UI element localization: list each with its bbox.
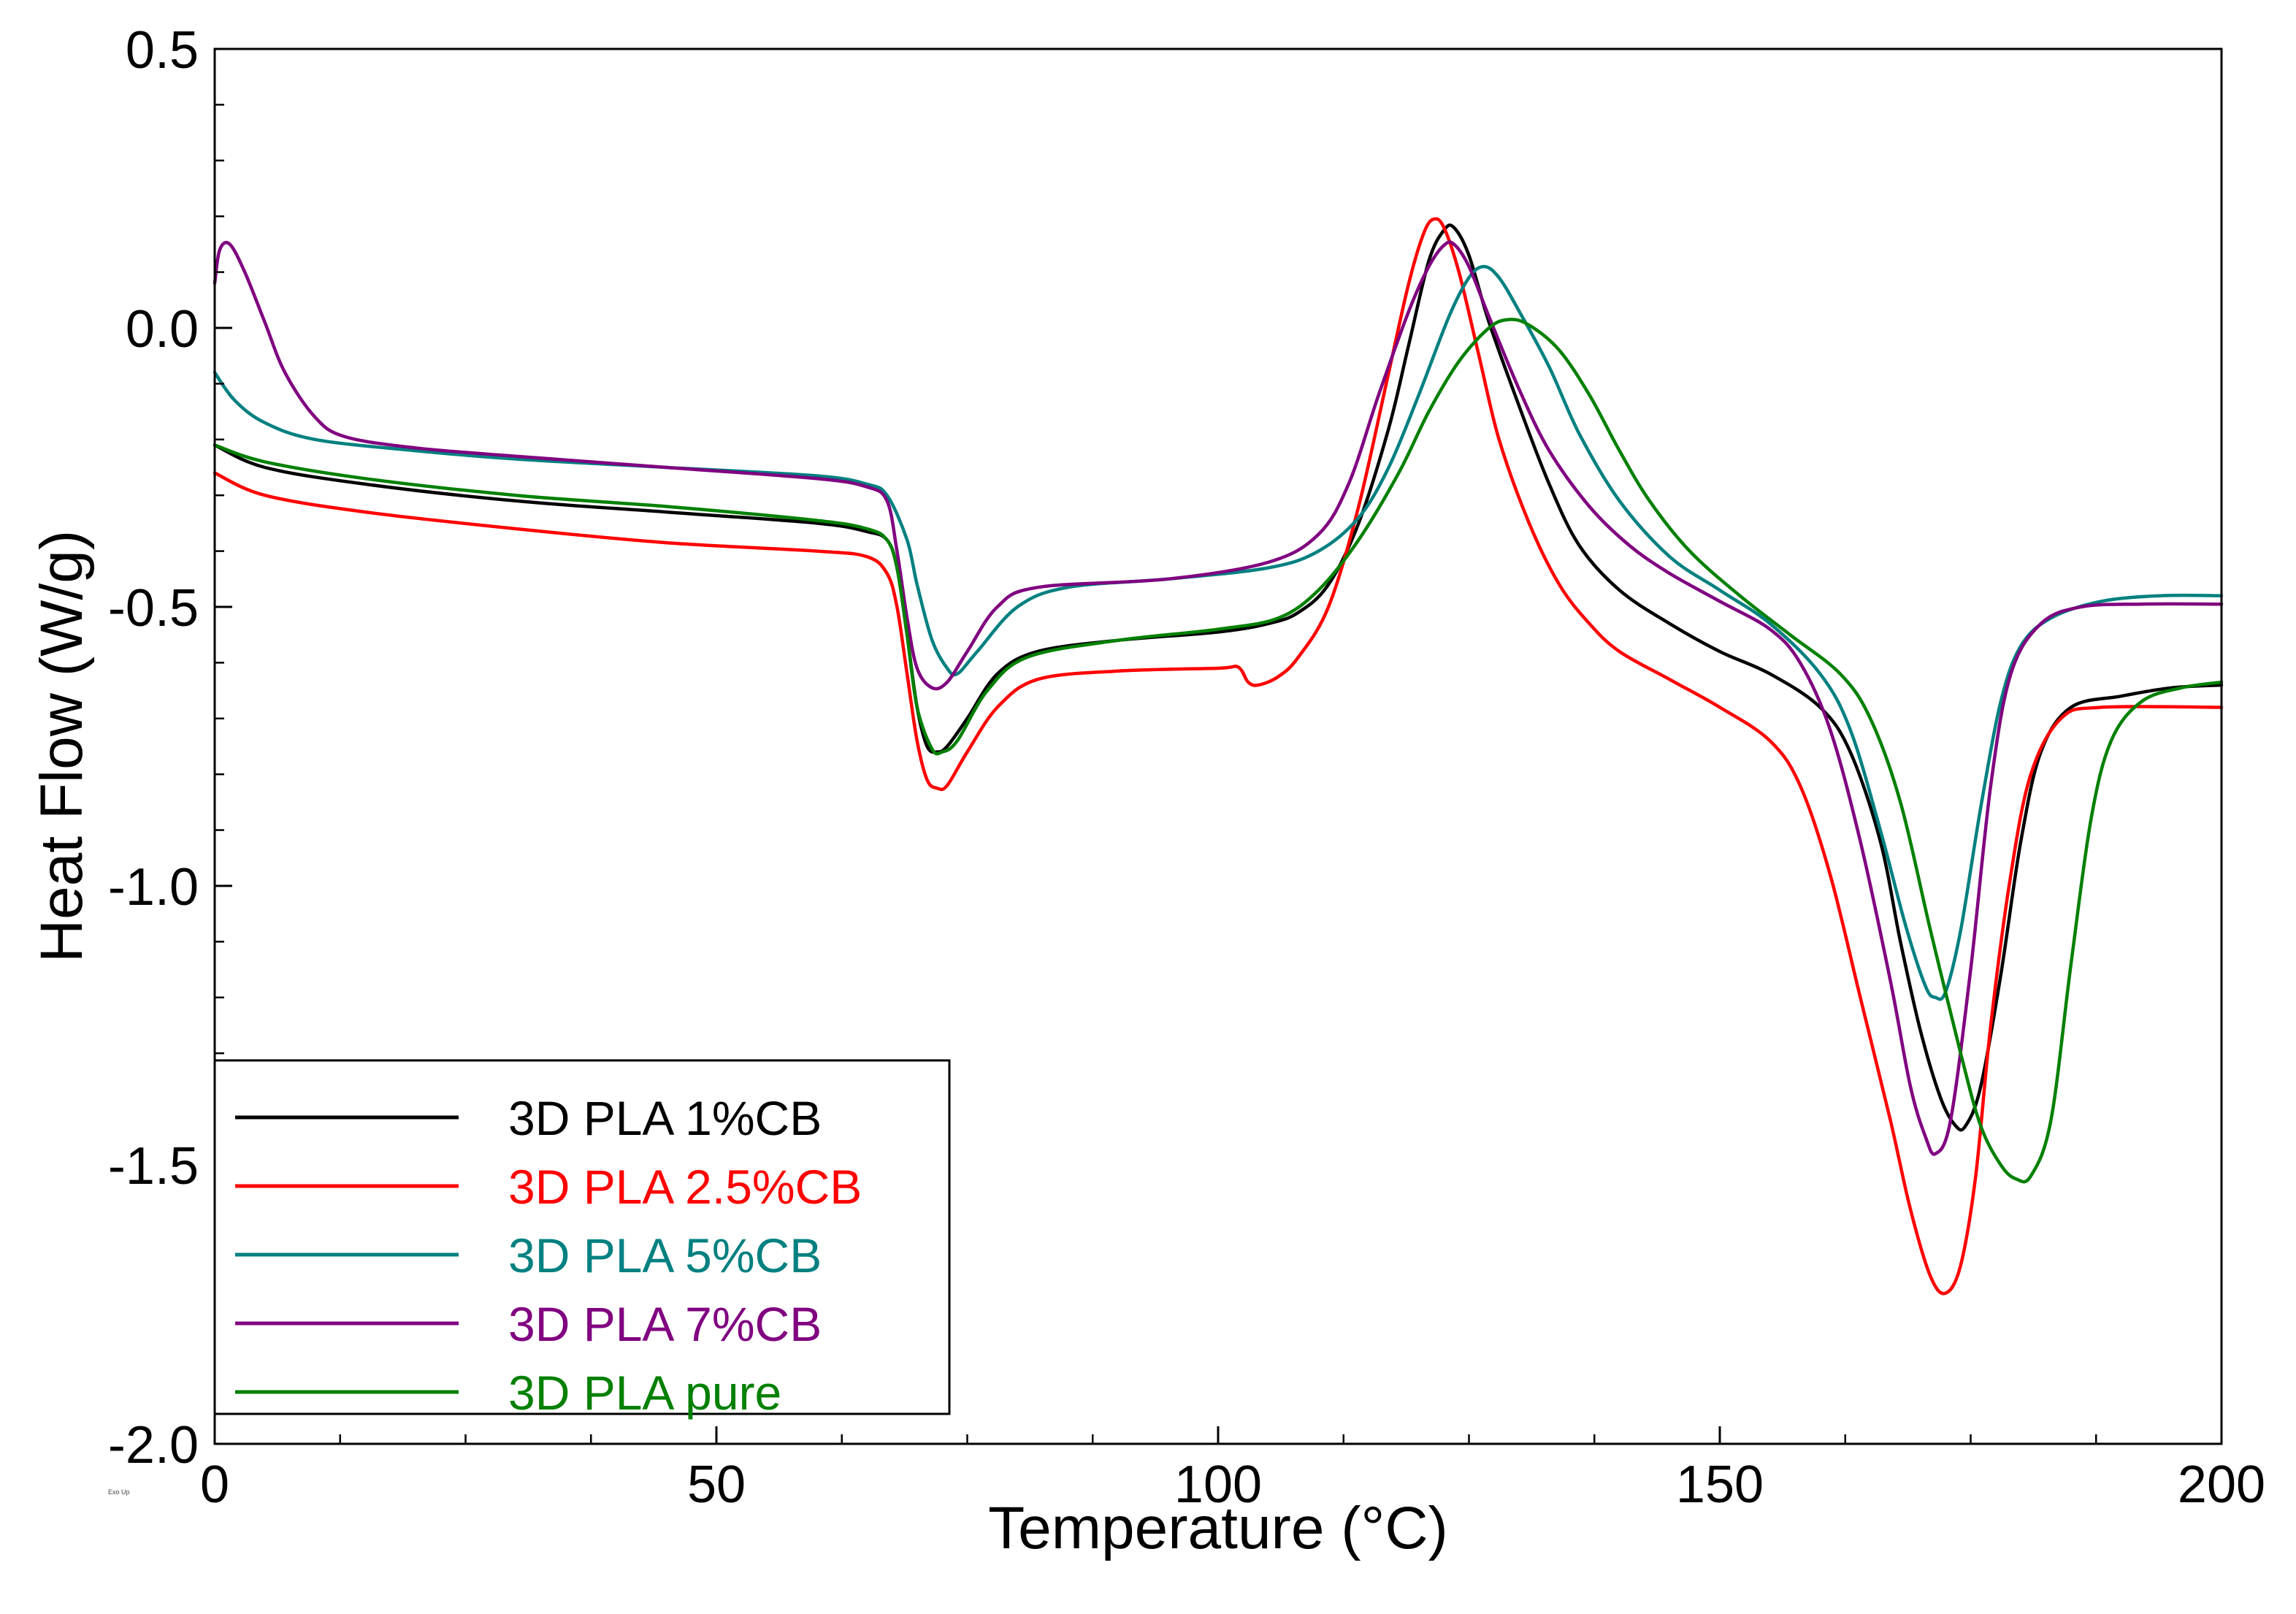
y-axis-title: Heat Flow (W/g) (28, 530, 95, 963)
x-tick-label: 0 (200, 1456, 229, 1514)
legend: 3D PLA 1%CB 3D PLA 2.5%CB 3D PLA 5%CB 3D PL… (213, 1059, 951, 1420)
series-line-3d-pla-2-5-cb (213, 217, 2224, 1296)
y-tick-label: -1.5 (108, 1137, 199, 1196)
exo-up-note: Exo Up (108, 1488, 130, 1496)
y-tick-label: 0.5 (126, 21, 199, 80)
legend-label-3d-pla-5-cb: 3D PLA 5%CB (508, 1228, 822, 1282)
y-tick-label: -2.0 (108, 1416, 199, 1475)
series-layer (213, 217, 2224, 1296)
axis-ticks: 0 50 100 150 200 0.5 0.0 -0.5 -1.0 -1.5 -2.0 (108, 21, 2265, 1514)
legend-box (213, 1059, 951, 1415)
y-tick-label: -1.0 (108, 858, 199, 917)
series-line-3d-pla-pure (213, 318, 2224, 1184)
legend-label-3d-pla-2-5-cb: 3D PLA 2.5%CB (508, 1160, 862, 1214)
x-tick-label: 50 (687, 1456, 746, 1514)
y-tick-label: 0.0 (126, 300, 199, 359)
x-tick-label: 150 (1676, 1456, 1764, 1514)
y-tick-label: -0.5 (108, 579, 199, 638)
x-axis-title: Temperature (°C) (988, 1495, 1448, 1561)
series-line-3d-pla-5-cb (213, 264, 2224, 1001)
legend-label-3d-pla-7-cb: 3D PLA 7%CB (508, 1297, 822, 1351)
x-tick-label: 200 (2178, 1456, 2265, 1514)
series-line-3d-pla-7-cb (213, 240, 2224, 1156)
legend-label-3d-pla-1-cb: 3D PLA 1%CB (508, 1091, 822, 1145)
legend-label-3d-pla-pure: 3D PLA pure (508, 1366, 781, 1420)
x-tick-label: 100 (1174, 1456, 1262, 1514)
legend-items: 3D PLA 1%CB 3D PLA 2.5%CB 3D PLA 5%CB 3D PL… (235, 1091, 862, 1420)
